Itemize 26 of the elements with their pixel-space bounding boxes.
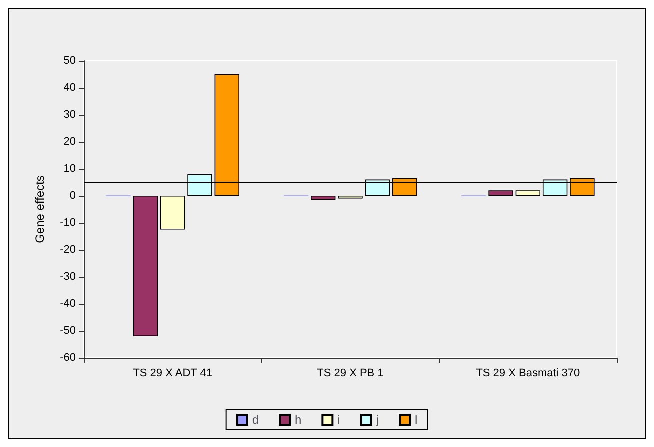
x-tick-label: TS 29 X Basmati 370 bbox=[476, 368, 580, 380]
y-tick-label: 20 bbox=[64, 136, 76, 148]
x-tick-label: TS 29 X ADT 41 bbox=[133, 368, 212, 380]
legend-label: i bbox=[338, 413, 340, 427]
bar bbox=[133, 196, 158, 336]
y-tick-label: 40 bbox=[64, 82, 76, 94]
y-tick-label: -60 bbox=[60, 352, 76, 364]
y-tick-label: 30 bbox=[64, 109, 76, 121]
y-tick-label: -20 bbox=[60, 244, 76, 256]
legend-label: l bbox=[415, 413, 418, 427]
y-tick-label: -30 bbox=[60, 271, 76, 283]
legend-label: d bbox=[252, 413, 260, 427]
legend-label: h bbox=[295, 413, 302, 427]
bar bbox=[311, 196, 336, 200]
y-tick-label: -10 bbox=[60, 217, 76, 229]
y-tick-label: -40 bbox=[60, 298, 76, 310]
y-tick-label: 50 bbox=[64, 55, 76, 67]
bar bbox=[160, 196, 186, 230]
bar bbox=[516, 190, 541, 196]
legend-label: j bbox=[375, 413, 380, 427]
y-axis-title: Gene effects bbox=[33, 176, 47, 244]
y-tick-label: 10 bbox=[64, 163, 76, 175]
bar bbox=[488, 190, 514, 196]
y-tick-label: -50 bbox=[60, 325, 76, 337]
y-tick-label: 0 bbox=[70, 190, 76, 202]
x-tick-label: TS 29 X PB 1 bbox=[317, 368, 384, 380]
